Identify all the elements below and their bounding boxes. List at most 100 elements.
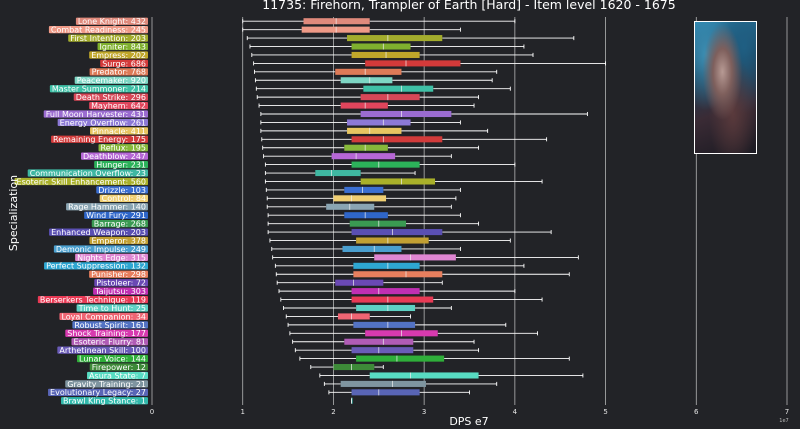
category-label: Brawl King Stance: 1 [61,397,148,406]
category-label-text: Surge: 686 [102,59,146,68]
category-label-bg [75,17,148,25]
plot-area [151,17,788,405]
category-label-text: Remaining Energy: 175 [53,135,146,144]
category-label-bg [57,118,148,127]
category-label-text: Predator: 768 [92,68,146,77]
category-label-text: Enhanced Weapon: 203 [51,228,146,237]
category-label: Master Summoner: 214 [49,85,148,94]
category-label: Evolutionary Legacy: 27 [48,388,148,397]
category-label: Pistoleer: 72 [94,279,148,288]
category-label: Nights Edge: 315 [75,253,148,262]
x-tick-label: 3 [422,408,426,416]
category-label-text: Mayhem: 642 [91,101,146,110]
category-label-text: Brawl King Stance: 1 [63,397,146,406]
category-label-bg [48,388,148,396]
box [353,321,416,328]
x-tick-label: 0 [150,408,154,416]
category-label-bg [89,68,148,76]
box [335,279,384,286]
category-label-bg [37,295,148,304]
box [344,186,384,193]
box [356,304,416,312]
box [353,271,443,278]
category-label-bg [61,397,148,405]
category-label: First Intention: 203 [68,34,148,43]
box [333,364,375,371]
box [351,347,414,354]
chart-title: 11735: Firehorn, Trampler of Earth [Hard… [262,0,675,12]
x-axis-label: DPS e7 [449,415,488,428]
category-label-text: Nights Edge: 315 [77,253,146,262]
category-label-bg [97,42,148,51]
category-label-text: Emperor: 378 [91,236,146,245]
category-label-text: Esoteric Flurry: 81 [73,338,146,347]
category-label-bg [77,354,148,363]
category-label-text: Gravity Training: 21 [67,380,146,389]
category-label-text: Communication Overflow: 23 [30,169,146,178]
category-label: Barrage: 268 [91,220,148,229]
box [349,220,406,227]
category-label-text: Punisher: 298 [91,270,146,279]
category-label-text: Loyal Companion: 34 [61,312,146,321]
category-label-text: Asura State: 7 [89,371,146,380]
box [363,85,434,92]
category-label-text: Berserkers Technique: 119 [40,295,146,304]
category-label-text: Esoteric Skill Enhancement: 560 [17,177,146,186]
category-label-bg [57,346,148,354]
category-label-text: Deathblow: 247 [83,152,146,161]
box [335,68,402,75]
category-label-bg [96,186,148,194]
category-label-text: Drizzle: 103 [98,186,146,195]
box [351,296,434,303]
category-label-bg [14,177,148,186]
axis-scale-note: 1e7 [779,418,788,424]
category-label: Asura State: 7 [87,371,148,380]
category-label: Peacemaker: 920 [74,76,148,85]
category-label-text: Igniter: 843 [100,42,146,51]
category-label: Hunger: 231 [94,161,148,170]
box [356,355,445,362]
box [351,136,443,143]
category-label: Energy Overflow: 261 [57,118,148,127]
category-label-bg [93,287,148,295]
x-tick-label: 4 [513,408,518,416]
box [347,35,443,42]
category-label-bg [81,152,148,160]
category-label-text: Lunar Voice: 144 [79,355,146,364]
box [351,397,353,404]
category-label-text: Arthetinean Skill: 100 [59,346,146,355]
category-label: Shock Training: 177 [65,329,148,338]
category-label-bg [43,110,148,118]
category-label-bg [94,160,148,169]
category-label-text: Wind Fury: 291 [86,211,146,220]
category-label: Death Strike: 296 [73,93,148,102]
category-label-text: Peacemaker: 920 [77,76,146,85]
category-label-bg [98,144,148,152]
box [351,161,420,168]
box [360,178,436,185]
category-label: Rage Hammer: 140 [66,203,148,212]
category-label-bg [68,34,148,42]
category-label-bg [90,127,148,135]
box [353,262,420,269]
category-label: Lunar Voice: 144 [77,355,148,364]
box [344,212,388,219]
category-label-bg [99,194,148,202]
box [356,237,429,244]
category-label-text: Robust Spirit: 161 [74,321,146,330]
category-label: Control: 84 [99,194,148,203]
category-label: Combat Readiness: 245 [48,26,148,35]
category-label-text: Energy Overflow: 261 [60,118,146,127]
box [347,127,402,134]
category-label-bg [49,228,148,236]
category-label-bg [75,253,148,262]
category-label-text: Death Strike: 296 [76,93,146,102]
category-label-text: Shock Training: 177 [67,329,146,338]
category-label-bg [73,93,148,101]
box [337,313,370,320]
box [351,288,420,295]
category-label: Punisher: 298 [89,270,148,279]
category-label-bg [91,220,148,228]
x-tick-label: 5 [603,408,607,416]
